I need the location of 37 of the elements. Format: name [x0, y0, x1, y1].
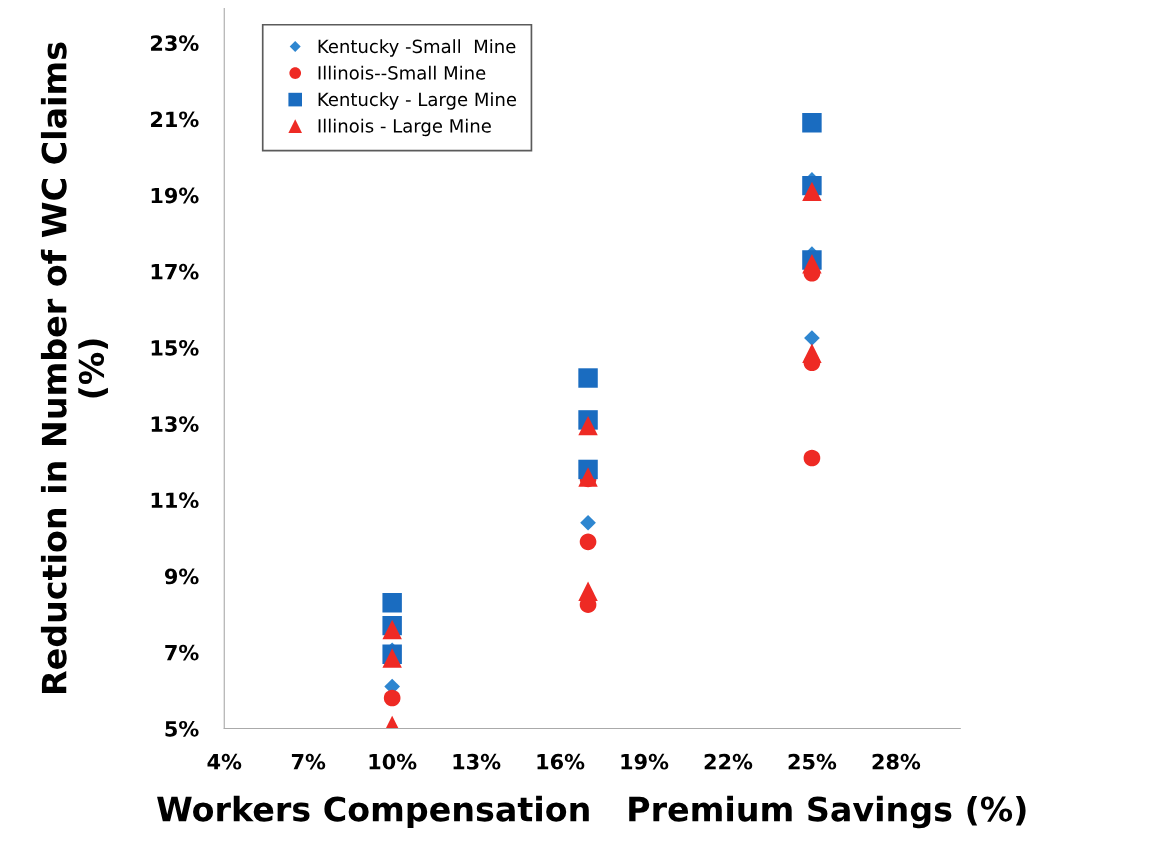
- legend-label: Kentucky -Small Mine: [318, 39, 516, 57]
- x-axis-title: Workers Compensation Premium Savings (%): [157, 795, 1026, 829]
- y-tick-label: 13%: [151, 416, 199, 432]
- point: [578, 368, 598, 388]
- x-tick-label: 28%: [872, 753, 921, 770]
- y-tick-label: 19%: [151, 187, 199, 204]
- point: [802, 343, 822, 363]
- y-tick-label: 11%: [151, 492, 199, 509]
- y-tick-label: 15%: [151, 339, 199, 356]
- legend-label: Kentucky - Large Mine: [318, 92, 517, 110]
- x-tick-label: 16%: [537, 753, 585, 770]
- point: [804, 330, 820, 346]
- y-tick-label: 17%: [151, 263, 199, 280]
- point: [803, 449, 821, 467]
- legend-label: Illinois - Large Mine: [318, 118, 491, 137]
- x-tick-label: 7%: [291, 753, 326, 770]
- x-tick-label: 13%: [453, 753, 501, 770]
- point: [382, 593, 402, 613]
- point: [802, 113, 822, 133]
- y-tick-label: 9%: [164, 568, 199, 585]
- y-tick-label: 5%: [165, 720, 199, 737]
- x-tick-label: 25%: [788, 753, 837, 770]
- point: [578, 581, 598, 602]
- legend-label: Illinois--Small Mine: [318, 65, 486, 80]
- point: [579, 533, 597, 551]
- x-tick-label: 10%: [369, 753, 417, 770]
- point: [802, 181, 822, 202]
- y-tick-label: 7%: [165, 644, 199, 661]
- point: [578, 415, 598, 436]
- y-tick-label: 21%: [151, 111, 199, 128]
- x-tick-label: 22%: [704, 753, 753, 770]
- point: [580, 514, 596, 531]
- y-axis-title: Reduction in Number of WC Claims (%): [40, 42, 108, 693]
- point: [383, 689, 401, 707]
- x-tick-label: 4%: [207, 753, 242, 770]
- y-tick-label: 23%: [151, 35, 199, 52]
- x-tick-label: 19%: [621, 753, 669, 770]
